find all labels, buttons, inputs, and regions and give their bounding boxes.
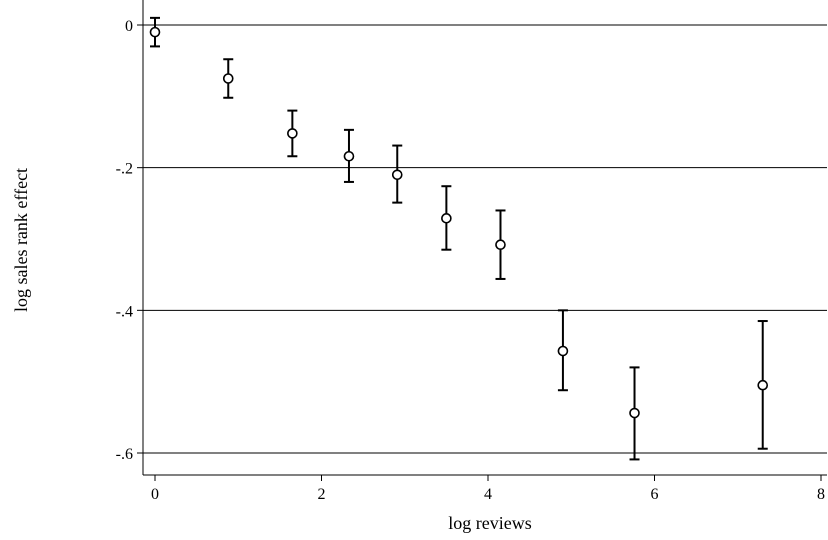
data-point xyxy=(495,209,506,280)
point-marker xyxy=(557,345,569,357)
point-marker xyxy=(629,407,640,419)
data-point xyxy=(557,309,569,392)
x-axis-title: log reviews xyxy=(448,513,531,533)
y-axis-title: log sales rank effect xyxy=(11,168,31,312)
x-tick-label: 0 xyxy=(151,486,159,503)
x-tick-label: 8 xyxy=(817,486,825,503)
point-marker xyxy=(222,73,234,84)
data-point xyxy=(343,128,355,183)
x-tick-label: 6 xyxy=(651,486,659,503)
y-tick-label: -.6 xyxy=(116,446,133,463)
point-marker xyxy=(149,26,161,38)
x-tick-label: 2 xyxy=(318,486,326,503)
y-tick-label: 0 xyxy=(125,18,133,35)
data-point xyxy=(391,144,403,204)
point-marker xyxy=(287,128,298,139)
data-point xyxy=(629,366,640,461)
axes: 0 -.2 -.4 -.6 0 2 4 6 8 xyxy=(116,0,827,503)
data-point xyxy=(441,185,452,251)
point-marker xyxy=(757,379,769,391)
data-point xyxy=(222,58,234,99)
data-point xyxy=(149,16,161,48)
y-tick-label: -.2 xyxy=(116,161,133,178)
point-marker xyxy=(391,169,403,181)
point-marker xyxy=(495,239,506,251)
data-point xyxy=(287,109,298,158)
point-marker xyxy=(343,150,355,162)
gridlines xyxy=(143,24,827,454)
point-marker xyxy=(441,213,452,224)
x-tick-label: 4 xyxy=(484,486,492,503)
data-points xyxy=(149,16,769,461)
data-point xyxy=(757,320,769,450)
y-tick-label: -.4 xyxy=(116,303,133,320)
